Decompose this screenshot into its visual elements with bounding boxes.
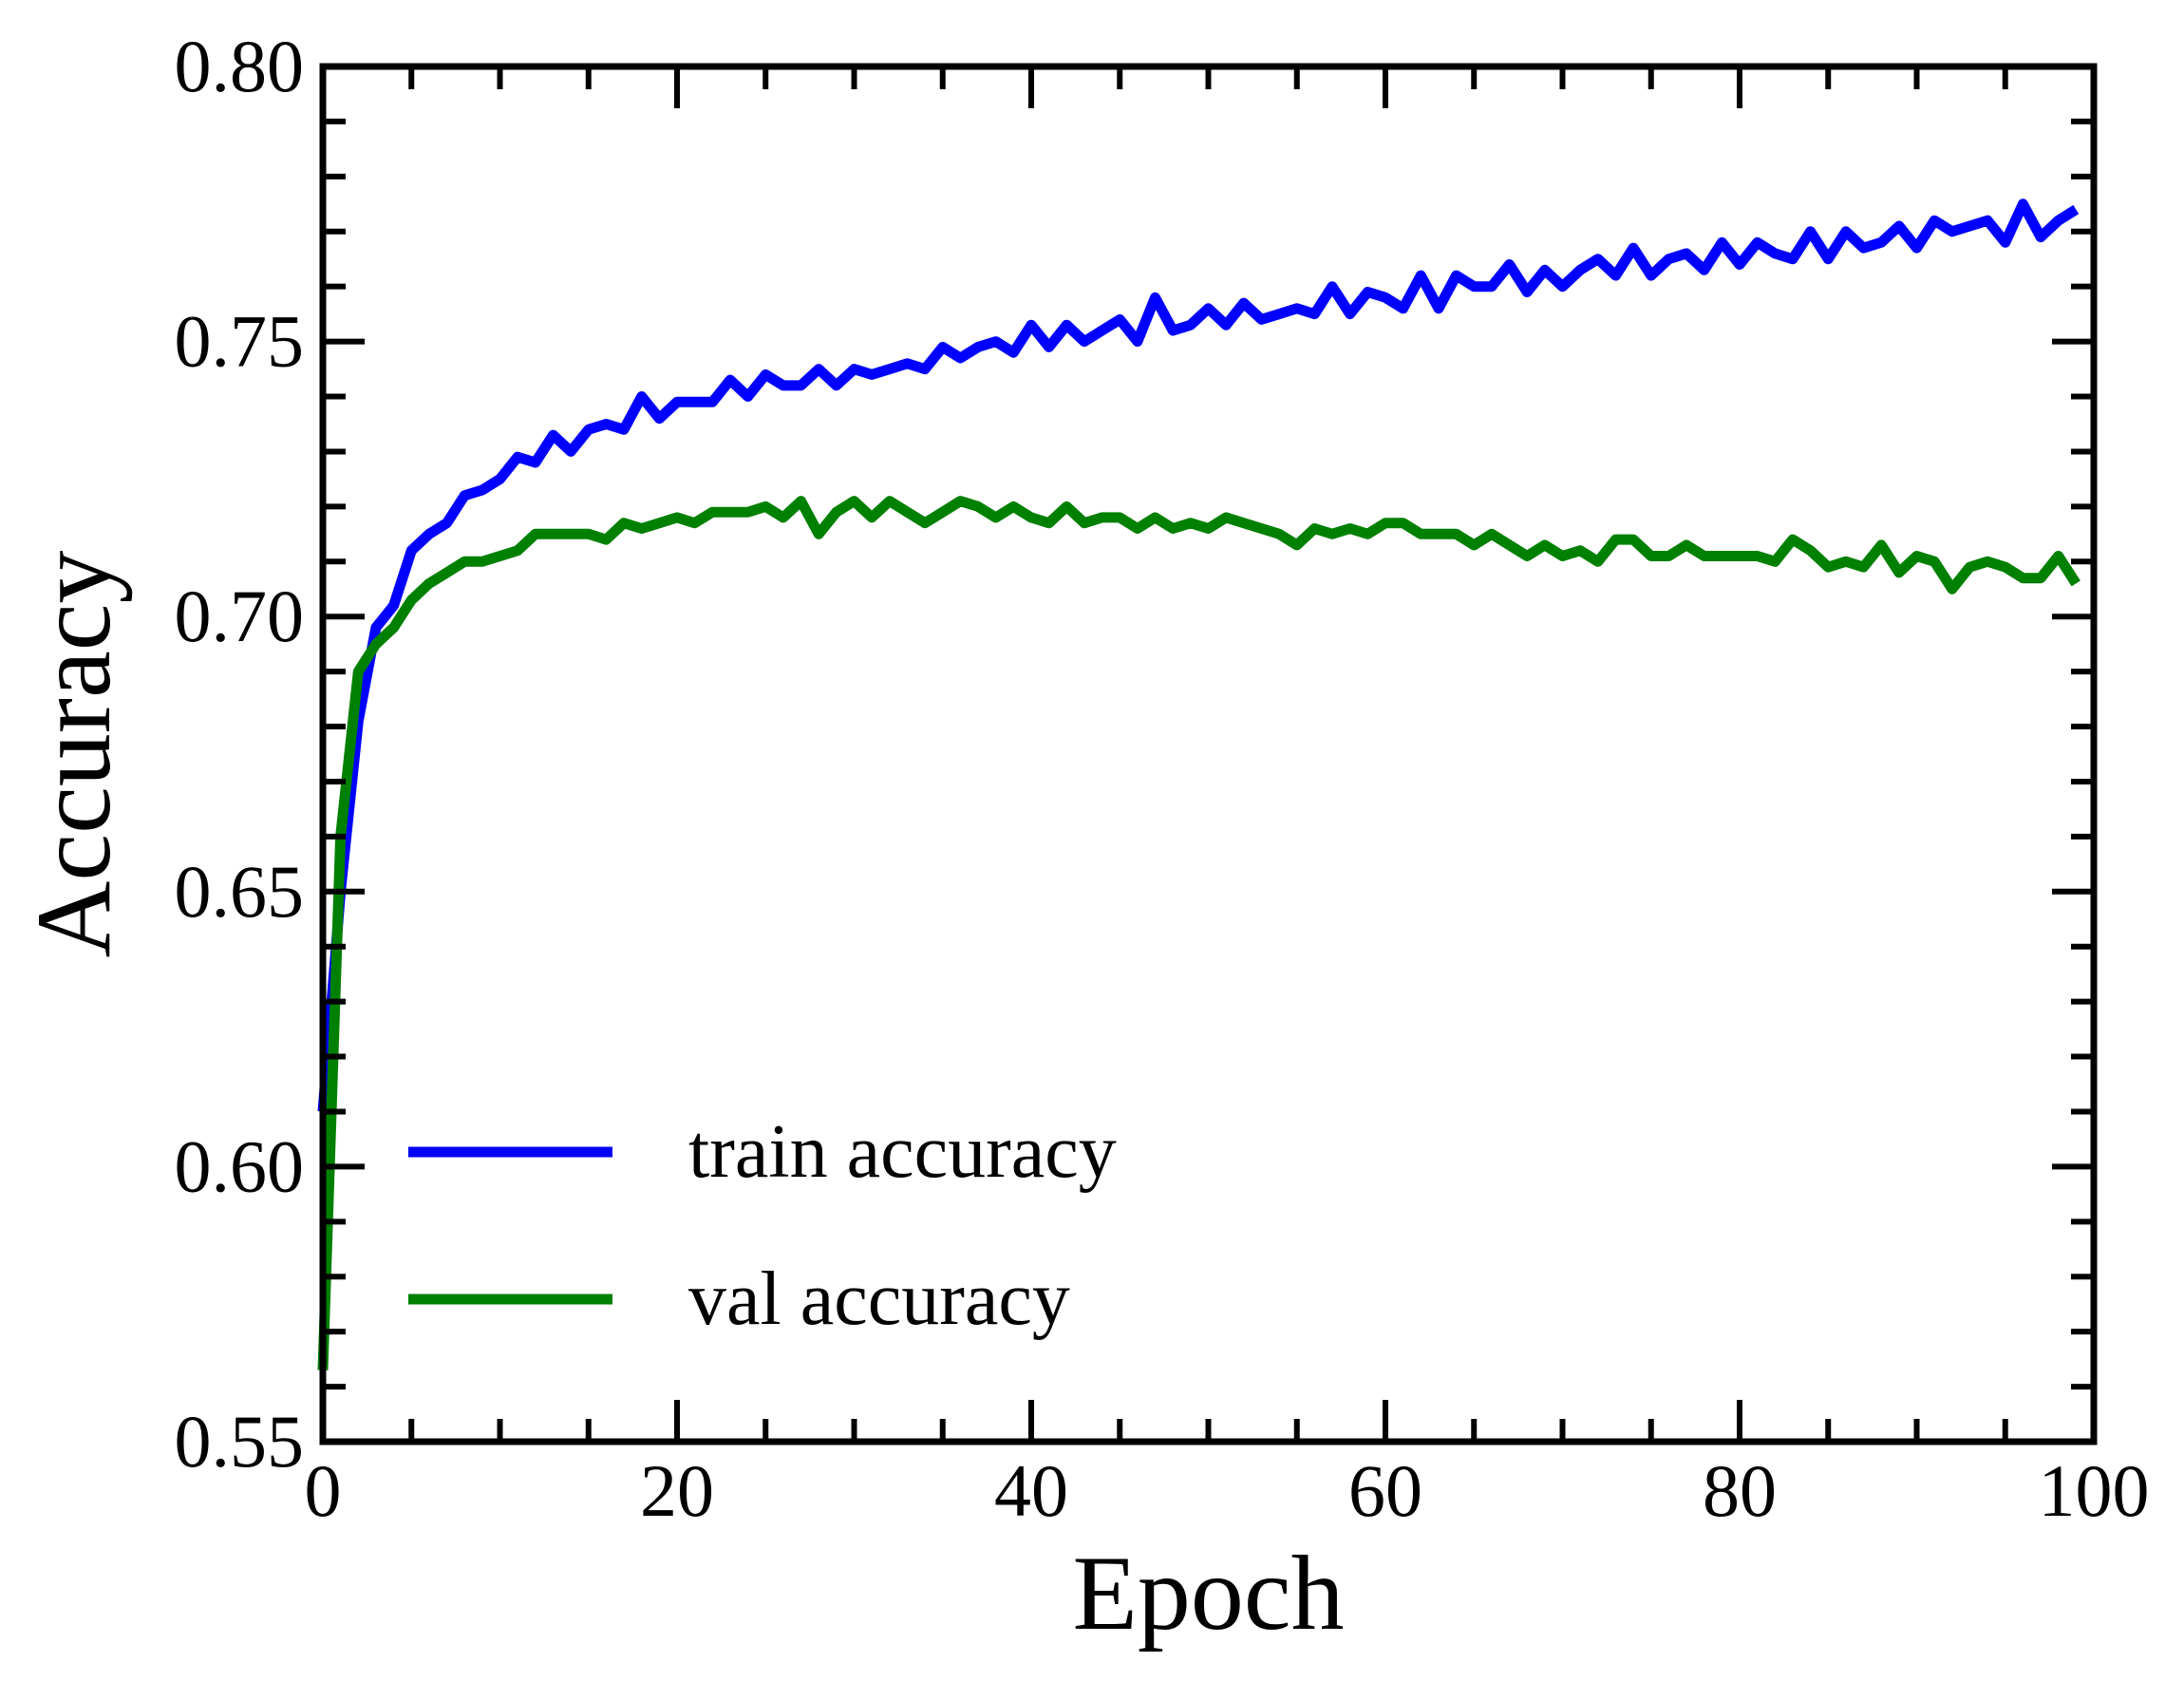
- series-layer: [317, 198, 2080, 1370]
- y-tick-label: 0.55: [175, 1400, 305, 1483]
- plot-frame: [319, 63, 2098, 1445]
- series-line-train: [317, 198, 2080, 1112]
- y-axis-title: Accuracy: [15, 550, 133, 957]
- tick-labels: 0 20 40 60 80 100 0.55 0.60 0.65 0.70 0.75 0.80: [175, 25, 2150, 1532]
- x-axis-title: Epoch: [1072, 1535, 1344, 1653]
- legend-label-val: val accuracy: [688, 1257, 1070, 1341]
- x-tick-label: 20: [640, 1449, 714, 1532]
- series-line-val: [317, 496, 2080, 1370]
- legend-label-train: train accuracy: [688, 1110, 1117, 1194]
- legend: train accuracy val accuracy: [408, 1110, 1117, 1341]
- y-tick-label: 0.65: [175, 850, 305, 933]
- x-tick-label: 0: [305, 1449, 342, 1532]
- y-tick-label: 0.75: [175, 300, 305, 383]
- x-tick-label: 100: [2039, 1449, 2150, 1532]
- ticks-layer: [320, 64, 2097, 1445]
- y-tick-label: 0.80: [175, 25, 305, 107]
- x-tick-label: 40: [994, 1449, 1068, 1532]
- y-tick-label: 0.70: [175, 575, 305, 657]
- y-tick-label: 0.60: [175, 1124, 305, 1207]
- x-tick-label: 80: [1703, 1449, 1777, 1532]
- x-tick-label: 60: [1348, 1449, 1422, 1532]
